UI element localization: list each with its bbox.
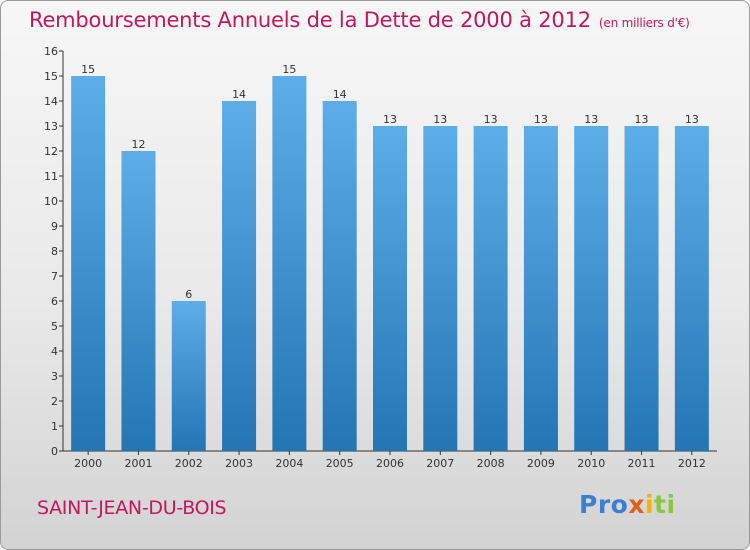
bar-2008 bbox=[473, 126, 508, 451]
x-tick-label: 2005 bbox=[326, 457, 354, 470]
data-label: 13 bbox=[635, 113, 649, 126]
bar-2007 bbox=[423, 126, 458, 451]
y-tick-label: 10 bbox=[44, 195, 58, 208]
chart-title: Remboursements Annuels de la Dette de 20… bbox=[29, 8, 690, 32]
y-tick-label: 15 bbox=[44, 70, 58, 83]
data-label: 13 bbox=[534, 113, 548, 126]
x-tick-label: 2006 bbox=[376, 457, 404, 470]
bar-2005 bbox=[322, 101, 357, 451]
data-label: 14 bbox=[333, 88, 347, 101]
data-label: 15 bbox=[81, 63, 95, 76]
data-label: 6 bbox=[185, 288, 192, 301]
bar-2001 bbox=[121, 151, 156, 451]
data-label: 12 bbox=[131, 138, 145, 151]
bar-2010 bbox=[574, 126, 609, 451]
x-tick-label: 2002 bbox=[175, 457, 203, 470]
y-tick-label: 11 bbox=[44, 170, 58, 183]
data-label: 13 bbox=[584, 113, 598, 126]
data-label: 13 bbox=[484, 113, 498, 126]
y-tick-label: 8 bbox=[51, 245, 58, 258]
city-name: SAINT-JEAN-DU-BOIS bbox=[37, 497, 227, 519]
data-label: 13 bbox=[433, 113, 447, 126]
data-label: 14 bbox=[232, 88, 246, 101]
y-tick-label: 12 bbox=[44, 145, 58, 158]
y-tick-label: 1 bbox=[51, 420, 58, 433]
bar-2004 bbox=[272, 76, 307, 451]
bar-2012 bbox=[674, 126, 709, 451]
y-tick-label: 5 bbox=[51, 320, 58, 333]
bar-2003 bbox=[222, 101, 257, 451]
x-tick-label: 2001 bbox=[124, 457, 152, 470]
y-tick-label: 4 bbox=[51, 345, 58, 358]
x-tick-label: 2009 bbox=[527, 457, 555, 470]
logo-part-2: x bbox=[628, 490, 645, 519]
bar-2000 bbox=[71, 76, 106, 451]
y-tick-label: 3 bbox=[51, 370, 58, 383]
x-tick-label: 2012 bbox=[678, 457, 706, 470]
x-tick-label: 2003 bbox=[225, 457, 253, 470]
data-label: 15 bbox=[282, 63, 296, 76]
bar-2006 bbox=[373, 126, 407, 451]
bar-2011 bbox=[624, 126, 659, 451]
y-tick-label: 2 bbox=[51, 395, 58, 408]
y-tick-label: 0 bbox=[51, 445, 58, 458]
chart-title-text: Remboursements Annuels de la Dette de 20… bbox=[29, 8, 591, 32]
y-tick-label: 14 bbox=[44, 95, 58, 108]
y-tick-label: 7 bbox=[51, 270, 58, 283]
y-tick-label: 13 bbox=[44, 120, 58, 133]
data-label: 13 bbox=[383, 113, 397, 126]
data-label: 13 bbox=[685, 113, 699, 126]
x-tick-label: 2011 bbox=[628, 457, 656, 470]
proxiti-logo[interactable]: Proxiti bbox=[579, 490, 676, 519]
chart-unit: (en milliers d'€) bbox=[598, 16, 690, 30]
x-tick-label: 2000 bbox=[74, 457, 102, 470]
logo-part-3: i bbox=[644, 490, 655, 519]
y-tick-label: 6 bbox=[51, 295, 58, 308]
x-tick-label: 2004 bbox=[275, 457, 303, 470]
bar-2009 bbox=[523, 126, 558, 451]
x-tick-label: 2010 bbox=[577, 457, 605, 470]
y-tick-label: 16 bbox=[44, 45, 58, 58]
logo-part-4: ti bbox=[654, 490, 676, 519]
bar-2002 bbox=[171, 301, 206, 451]
x-tick-label: 2007 bbox=[426, 457, 454, 470]
x-tick-label: 2008 bbox=[477, 457, 505, 470]
logo-part-1: Pro bbox=[579, 490, 629, 519]
y-tick-label: 9 bbox=[51, 220, 58, 233]
